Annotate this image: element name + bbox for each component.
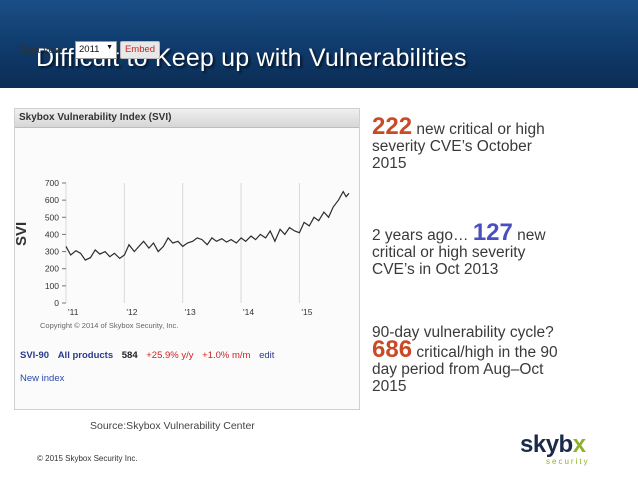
mom-change: +1.0% m/m [202, 350, 251, 361]
stat-1-number: 222 [372, 113, 413, 140]
y-tick-label: 600 [45, 195, 59, 205]
stat-2-number: 127 [472, 219, 513, 246]
svi-widget: Skybox Vulnerability Index (SVI) [14, 108, 360, 410]
svi-chart: 0 100 200 300 400 500 600 700 '11 '12 '13 '14 '15 SV… [14, 178, 350, 317]
widget-title: Skybox Vulnerability Index (SVI) [19, 112, 172, 123]
logo-part-a: sky [520, 431, 559, 458]
stat-block-1: 222 new critical or high severity CVE’s … [372, 115, 545, 173]
stat-1-line-1: new critical or high [416, 121, 545, 138]
logo-part-b: b [558, 431, 574, 458]
stat-1-line-3: 2015 [372, 155, 407, 172]
x-tick-label: '12 [126, 307, 137, 317]
stat-2-line-2: critical or high severity [372, 244, 526, 261]
widget-copyright: Copyright © 2014 of Skybox Security, Inc… [40, 321, 179, 330]
stat-1-line-2: severity CVE’s October [372, 138, 532, 155]
y-tick-label: 200 [45, 264, 59, 274]
new-index-link[interactable]: New index [20, 373, 65, 384]
skybox-logo: skybx security [520, 431, 620, 467]
stat-2-line-3: CVE’s in Oct 2013 [372, 261, 499, 278]
stat-block-2: 2 years ago… 127 new critical or high se… [372, 221, 546, 279]
footer-copyright: © 2015 Skybox Security Inc. [37, 454, 138, 463]
edit-link[interactable]: edit [259, 350, 275, 361]
chart-grid [65, 183, 300, 303]
start-year-label: Start year: [18, 44, 67, 56]
stat-3-number: 686 [372, 336, 413, 363]
products-filter[interactable]: All products [57, 350, 114, 361]
stat-2-prefix: 2 years ago… [372, 227, 469, 244]
svi-summary-row: SVI-90 All products 584 +25.9% y/y +1.0%… [20, 350, 280, 361]
stat-3-question: 90-day vulnerability cycle? [372, 324, 554, 341]
y-tick-label: 400 [45, 229, 59, 239]
stat-3-line-2: day period from Aug–Oct [372, 361, 544, 378]
stat-2-line-1: new [517, 227, 546, 244]
stat-3-line-1: critical/high in the 90 [416, 344, 558, 361]
x-tick-label: '13 [185, 307, 196, 317]
y-tick-label: 0 [54, 298, 59, 308]
svi-name: SVI-90 [20, 350, 50, 361]
logo-part-x: x [572, 431, 586, 458]
series-line [65, 190, 350, 261]
widget-titlebar: Skybox Vulnerability Index (SVI) [15, 109, 359, 128]
x-tick-label: '11 [68, 307, 79, 317]
x-tick-label: '15 [301, 307, 312, 317]
start-year-value: 2011 [79, 44, 100, 55]
start-year-select[interactable]: 2011 ▼ [75, 41, 117, 59]
x-tick-label: '14 [243, 307, 254, 317]
y-axis-label: SVI [14, 222, 30, 246]
svi-value: 584 [121, 350, 138, 361]
logo-subtitle: security [546, 457, 590, 466]
embed-button[interactable]: Embed [120, 41, 160, 59]
chart-ticks: 0 100 200 300 400 500 600 700 '11 '12 '13 '14 '15 [45, 178, 313, 317]
y-tick-label: 100 [45, 281, 59, 291]
stat-block-3: 90-day vulnerability cycle? 686 critical… [372, 324, 558, 395]
y-tick-label: 500 [45, 212, 59, 222]
logo-wordmark: skybx [520, 431, 586, 459]
chevron-down-icon: ▼ [106, 44, 113, 51]
source-caption: Source:Skybox Vulnerability Center [90, 420, 255, 432]
y-tick-label: 700 [45, 178, 59, 188]
stat-3-line-3: 2015 [372, 378, 407, 395]
y-tick-label: 300 [45, 247, 59, 257]
yoy-change: +25.9% y/y [146, 350, 194, 361]
